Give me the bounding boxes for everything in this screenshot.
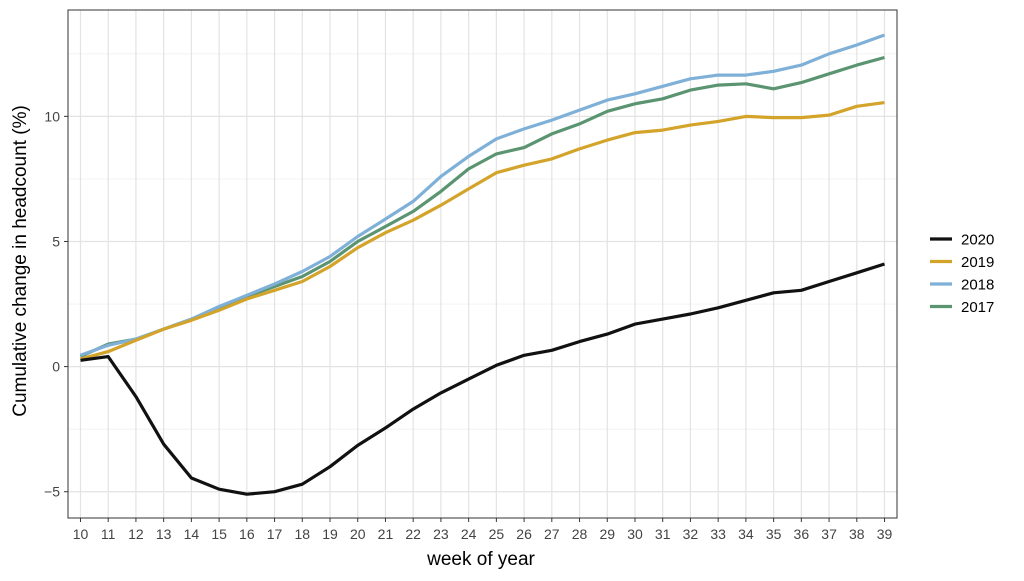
x-tick-label: 17 bbox=[267, 526, 283, 542]
y-tick-label: 10 bbox=[44, 108, 60, 124]
x-tick-label: 19 bbox=[322, 526, 338, 542]
x-tick-label: 23 bbox=[433, 526, 449, 542]
y-axis-ticks: −5 0 5 10 bbox=[44, 108, 68, 500]
legend-label-2017: 2017 bbox=[961, 299, 994, 316]
x-tick-label: 39 bbox=[877, 526, 893, 542]
series-line-2019 bbox=[80, 101, 885, 361]
series-line-2018 bbox=[79, 33, 886, 357]
x-tick-label: 27 bbox=[544, 526, 560, 542]
x-tick-label: 38 bbox=[849, 526, 865, 542]
plot-panel-border bbox=[67, 9, 898, 519]
x-tick-label: 35 bbox=[766, 526, 782, 542]
x-tick-label: 36 bbox=[794, 526, 810, 542]
series-line-2020 bbox=[80, 262, 885, 496]
legend: 2020 2019 2018 2017 bbox=[930, 232, 994, 316]
y-tick-label: 5 bbox=[52, 233, 60, 249]
x-tick-label: 30 bbox=[627, 526, 643, 542]
x-tick-label: 21 bbox=[378, 526, 394, 542]
x-tick-label: 25 bbox=[489, 526, 505, 542]
x-tick-label: 14 bbox=[184, 526, 200, 542]
x-axis-title: week of year bbox=[426, 549, 535, 570]
x-axis-ticks: 10 11 12 13 14 15 16 17 18 19 20 21 22 23 24 25 26 27 28 29… bbox=[73, 518, 893, 542]
legend-label-2019: 2019 bbox=[961, 254, 994, 271]
x-tick-label: 37 bbox=[821, 526, 837, 542]
series-lines bbox=[79, 33, 886, 496]
x-tick-label: 18 bbox=[294, 526, 310, 542]
x-tick-label: 12 bbox=[128, 526, 144, 542]
x-tick-label: 32 bbox=[683, 526, 699, 542]
x-tick-label: 34 bbox=[738, 526, 754, 542]
x-tick-label: 13 bbox=[156, 526, 172, 542]
x-tick-label: 10 bbox=[73, 526, 89, 542]
x-tick-label: 26 bbox=[516, 526, 532, 542]
x-tick-label: 33 bbox=[710, 526, 726, 542]
x-tick-label: 28 bbox=[572, 526, 588, 542]
x-tick-label: 22 bbox=[405, 526, 421, 542]
series-line-2017 bbox=[79, 55, 885, 359]
x-tick-label: 20 bbox=[350, 526, 366, 542]
y-tick-label: 0 bbox=[52, 359, 60, 375]
y-tick-label: −5 bbox=[44, 484, 60, 500]
x-tick-label: 15 bbox=[211, 526, 227, 542]
y-axis-title: Cumulative change in headcount (%) bbox=[10, 105, 31, 417]
x-tick-label: 29 bbox=[599, 526, 615, 542]
legend-label-2020: 2020 bbox=[961, 232, 994, 249]
x-tick-label: 31 bbox=[655, 526, 671, 542]
x-tick-label: 24 bbox=[461, 526, 477, 542]
legend-label-2018: 2018 bbox=[961, 277, 994, 294]
grid-major bbox=[68, 10, 897, 518]
grid-minor bbox=[68, 53, 897, 430]
x-tick-label: 16 bbox=[239, 526, 255, 542]
x-tick-label: 11 bbox=[101, 526, 116, 542]
